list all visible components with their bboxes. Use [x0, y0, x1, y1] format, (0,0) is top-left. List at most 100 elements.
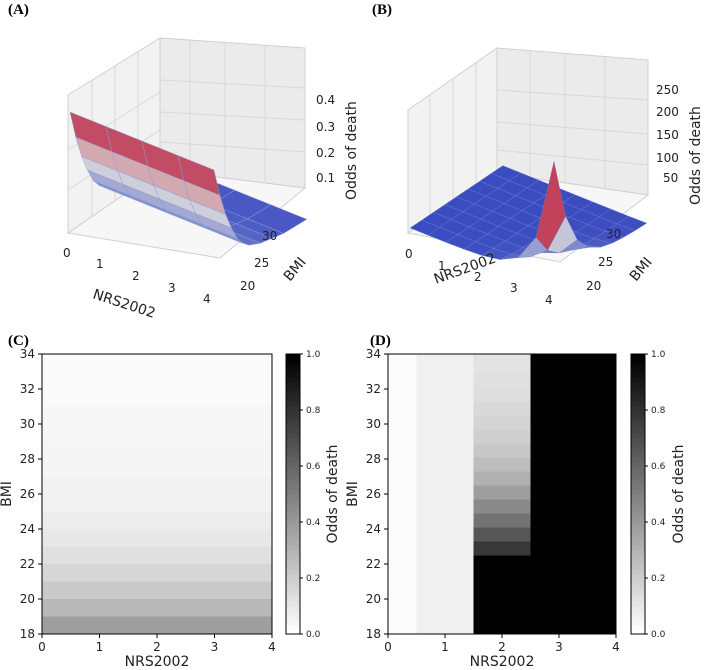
- panel-b-zlabel: Odds of death: [688, 106, 704, 205]
- panel-c-xtick-0: 0: [38, 640, 46, 654]
- panel-d-colorbar-step-3: [631, 615, 645, 621]
- panel-d-colorbar-step-13: [631, 568, 645, 574]
- panel-d-colorbar-step-16: [631, 554, 645, 560]
- panel-c-ylabel: BMI: [0, 481, 15, 507]
- panel-c-colorbar-step-2: [286, 620, 300, 626]
- panel-d-colorbar-step-20: [631, 536, 645, 542]
- panel-a-xtick-1: 1: [96, 257, 104, 271]
- panel-b-z-ticks: 50 100 150 200 250: [656, 83, 679, 185]
- panel-c-colorbar-step-1: [286, 624, 300, 630]
- panel-c-xtick-2: 2: [153, 640, 161, 654]
- panel-d-colorbar-step-45: [631, 419, 645, 425]
- panel-d-cells: [388, 354, 616, 635]
- panel-b-xtick-1: 1: [438, 259, 446, 273]
- panel-c-colorbar-step-4: [286, 610, 300, 616]
- panel-c-colorbar-step-49: [286, 400, 300, 406]
- panel-c-colorbar-step-41: [286, 438, 300, 444]
- panel-d-colorbar-step-59: [631, 354, 645, 360]
- panel-b-y-ticks: 20 25 30: [586, 227, 621, 293]
- panel-c-colorbar-step-31: [286, 484, 300, 490]
- panel-a-ylabel: BMI: [281, 255, 310, 285]
- panel-c-colorbar-step-38: [286, 452, 300, 458]
- panel-c-colorbar-step-9: [286, 587, 300, 593]
- panel-d-colorbar-step-35: [631, 466, 645, 472]
- panel-c-colorbar-step-55: [286, 372, 300, 378]
- panel-d-cell-2-14: [473, 354, 531, 374]
- panel-d-cell-1-0: [416, 354, 474, 635]
- panel-d-colorbar-step-54: [631, 377, 645, 383]
- panel-c-colorbar-step-45: [286, 419, 300, 425]
- panel-b-surface: [409, 161, 648, 260]
- panel-c-colorbar-step-11: [286, 578, 300, 584]
- panel-d-colorbar-step-22: [631, 526, 645, 532]
- panel-c-colorbar-step-51: [286, 391, 300, 397]
- panel-c-colorbar-step-56: [286, 368, 300, 374]
- panel-d-cell-2-0: [473, 555, 531, 635]
- panel-d-colorbar-step-5: [631, 606, 645, 612]
- panel-label-b: (B): [372, 2, 392, 18]
- panel-d-cbar-tick-0.8: 0.8: [651, 406, 666, 416]
- panel-a-xtick-2: 2: [132, 269, 140, 283]
- panel-b-gridlines: [429, 51, 649, 218]
- panel-d-cell-2-7: [473, 457, 531, 472]
- panel-d-ytick-20: 20: [366, 592, 381, 606]
- panel-d-colorbar-step-4: [631, 610, 645, 616]
- panel-b-surface-patch-7-7: [535, 161, 566, 251]
- panel-a-xtick-4: 4: [203, 292, 211, 306]
- panel-d-colorbar-step-8: [631, 592, 645, 598]
- panel-d-cell-3-0: [530, 354, 616, 635]
- panel-c-ytick-32: 32: [20, 382, 35, 396]
- panel-a-z-ticks: 0.1 0.2 0.3 0.4: [316, 93, 335, 185]
- panel-c-colorbar-step-47: [286, 410, 300, 416]
- panel-c-colorbar-label: Odds of death: [325, 445, 341, 544]
- panel-d-ytick-34: 34: [366, 347, 381, 361]
- panel-d-colorbar-step-15: [631, 559, 645, 565]
- panel-c-colorbar-step-53: [286, 382, 300, 388]
- panel-c-colorbar-step-40: [286, 442, 300, 448]
- panel-d-colorbar-step-58: [631, 358, 645, 364]
- panel-c-colorbar-step-16: [286, 554, 300, 560]
- panel-d-ytick-24: 24: [366, 522, 381, 536]
- panel-d-colorbar-step-48: [631, 405, 645, 411]
- panel-d-cell-2-11: [473, 401, 531, 416]
- panel-d-cbar-tick-0.4: 0.4: [651, 518, 666, 528]
- panel-b-ylabel: BMI: [627, 255, 656, 285]
- panel-b-xtick-4: 4: [545, 293, 553, 307]
- panel-a-3d-surface: 0 1 2 3 4 NRS2002 20 25 30 BMI 0.1 0.2 0…: [63, 37, 360, 322]
- panel-c-colorbar-step-13: [286, 568, 300, 574]
- panel-c-cell-3: [42, 564, 272, 582]
- panel-d-xtick-3: 3: [555, 640, 563, 654]
- panel-label-a: (A): [8, 2, 29, 18]
- panel-d-colorbar-step-40: [631, 442, 645, 448]
- panel-d-colorbar-step-26: [631, 508, 645, 514]
- panel-c-colorbar-step-27: [286, 503, 300, 509]
- panel-d-xtick-2: 2: [498, 640, 506, 654]
- panel-d-colorbar-label: Odds of death: [671, 445, 687, 544]
- panel-d-xtick-4: 4: [612, 640, 620, 654]
- panel-b-x-ticks: 0 1 2 3 4: [405, 247, 553, 307]
- panel-a-ytick-20: 20: [240, 279, 255, 293]
- panel-c-colorbar-step-26: [286, 508, 300, 514]
- panel-a-ztick-0.4: 0.4: [316, 93, 335, 107]
- panel-c-cbar-tick-0.2: 0.2: [306, 574, 320, 584]
- panel-d-colorbar-step-1: [631, 624, 645, 630]
- panel-d-colorbar-step-33: [631, 475, 645, 481]
- panel-c-ytick-30: 30: [20, 417, 35, 431]
- panel-d-colorbar-step-17: [631, 550, 645, 556]
- panel-c-cbar-tick-0.6: 0.6: [306, 462, 321, 472]
- panel-c-cbar-tick-1.0: 1.0: [306, 350, 321, 360]
- panel-b-ytick-30: 30: [606, 227, 621, 241]
- panel-d-cell-2-13: [473, 373, 531, 388]
- panel-d-cell-2-5: [473, 485, 531, 500]
- panel-d-colorbar-step-34: [631, 470, 645, 476]
- panel-d-xlabel: NRS2002: [470, 654, 535, 670]
- panel-c-colorbar-step-39: [286, 447, 300, 453]
- panel-a-ytick-30: 30: [262, 229, 277, 243]
- panel-d-colorbar-step-31: [631, 484, 645, 490]
- panel-d-ytick-28: 28: [366, 452, 381, 466]
- panel-d-colorbar-step-25: [631, 512, 645, 518]
- panel-c-colorbar-step-6: [286, 601, 300, 607]
- panel-c-cbar-tick-0.0: 0.0: [306, 630, 321, 640]
- panel-d-colorbar-step-49: [631, 400, 645, 406]
